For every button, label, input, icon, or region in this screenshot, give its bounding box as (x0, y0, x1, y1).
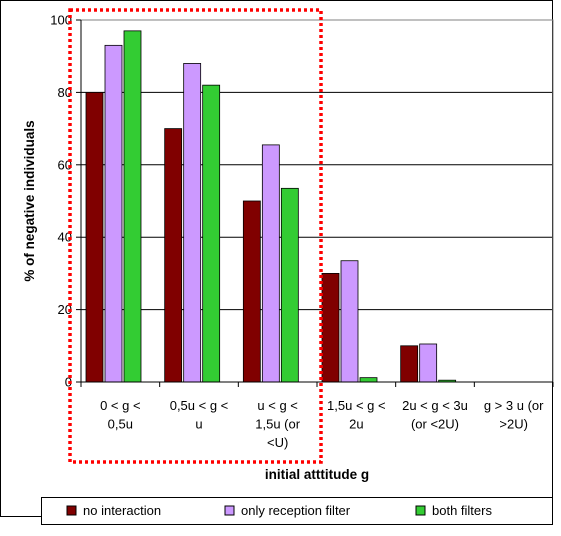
bar-only-reception-filter (419, 343, 438, 383)
legend-label: both filters (432, 503, 492, 518)
bar-both-filters (123, 30, 142, 383)
highlight-box (68, 8, 323, 464)
legend-box (41, 497, 553, 525)
bar-no-interaction (400, 345, 419, 383)
x-tick-label: 0 < g <0,5u (100, 398, 140, 432)
bar-only-reception-filter (340, 260, 359, 383)
legend-swatch (415, 505, 426, 516)
bar-no-interaction (85, 92, 104, 383)
bar-both-filters (280, 187, 299, 383)
x-tick-label: g > 3 u (or >2U) (484, 398, 544, 432)
bar-both-filters (202, 84, 221, 383)
bar-only-reception-filter (261, 144, 280, 383)
x-axis-title: initial atttitude g (265, 467, 369, 482)
legend-swatch (66, 505, 77, 516)
x-tick-labels: 0 < g <0,5u 0,5u < g < u u < g <1,5u (or <U)… (100, 398, 544, 450)
axes (76, 19, 554, 387)
x-tick-label: 2u < g < 3u (or <2U) (402, 398, 468, 432)
legend-swatch (224, 505, 235, 516)
bar-no-interaction (242, 200, 261, 383)
x-tick-label: 0,5u < g < u (170, 398, 229, 432)
legend: no interaction only reception filter both … (66, 503, 492, 518)
bar-no-interaction (164, 128, 183, 383)
x-tick-label: 1,5u < g <2u (327, 398, 386, 432)
bar-both-filters (359, 377, 378, 383)
x-tick-label: u < g <1,5u (or <U) (255, 398, 300, 450)
bar-only-reception-filter (183, 63, 202, 383)
bar-no-interaction (321, 272, 340, 383)
y-axis-title: % of negative individuals (22, 120, 37, 281)
bar-only-reception-filter (104, 44, 123, 383)
legend-label: no interaction (83, 503, 161, 518)
legend-label: only reception filter (241, 503, 351, 518)
y-tick-label: 100 (50, 13, 72, 28)
bars (85, 30, 457, 383)
